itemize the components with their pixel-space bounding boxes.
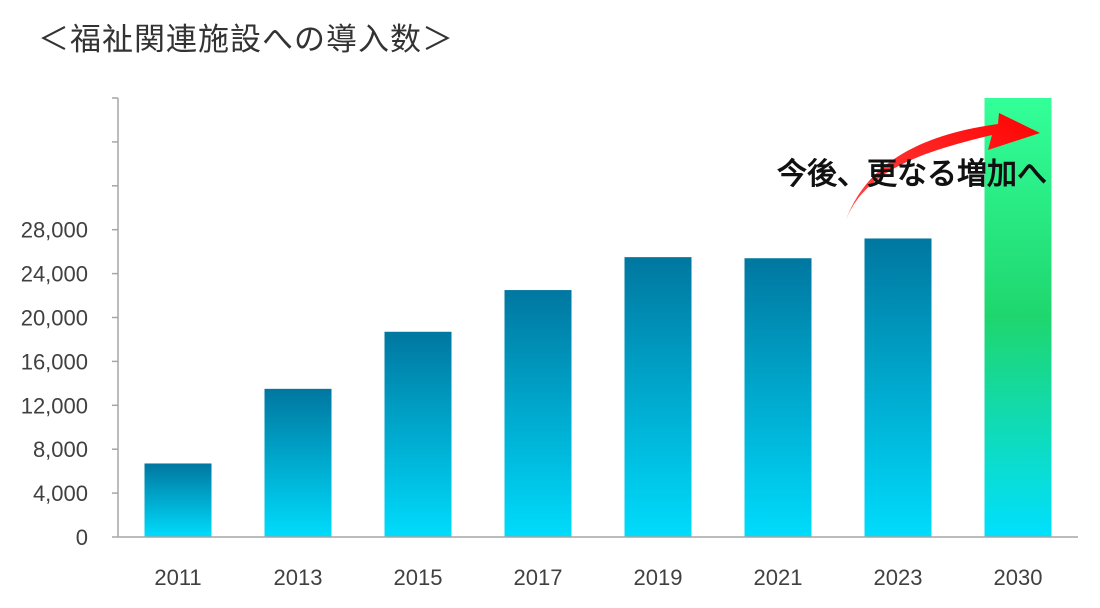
bar-2019: [624, 257, 692, 537]
bars-layer: [144, 98, 1052, 538]
y-tick-label: 4,000: [33, 481, 88, 506]
axes: 2011 2013 2015 2017 2019 2021 2023 2030 0 4,000 8,…: [21, 97, 1078, 590]
y-tick-label: 8,000: [33, 437, 88, 462]
x-tick-label: 2013: [274, 565, 323, 590]
y-tick-label: 12,000: [21, 393, 88, 418]
bar-2023: [864, 238, 932, 538]
y-tick-label: 16,000: [21, 349, 88, 374]
bar-2017: [504, 290, 572, 537]
x-tick-label: 2019: [634, 565, 683, 590]
bar-2015: [384, 331, 452, 537]
y-tick-label: 0: [76, 525, 88, 550]
annotation-text: 今後、更なる増加へ: [777, 157, 1047, 192]
bar-2011: [144, 463, 212, 537]
y-tick-label: 28,000: [21, 218, 88, 243]
x-tick-label: 2011: [154, 565, 201, 590]
bar-projection-2030: [984, 98, 1052, 537]
bar-2021: [744, 258, 812, 537]
bar-2013: [264, 388, 332, 537]
x-tick-label: 2017: [514, 565, 563, 590]
growth-arrow-icon: [846, 113, 1040, 220]
x-tick-label: 2021: [754, 565, 803, 590]
x-tick-label: 2015: [394, 565, 443, 590]
y-tick-label: 20,000: [21, 306, 88, 331]
y-tick-label: 24,000: [21, 262, 88, 287]
x-tick-label: 2030: [994, 565, 1043, 590]
chart-title: ＜福祉関連施設への導入数＞: [38, 22, 454, 58]
x-tick-label: 2023: [874, 565, 923, 590]
annotation-layer: 今後、更なる増加へ: [777, 113, 1047, 220]
